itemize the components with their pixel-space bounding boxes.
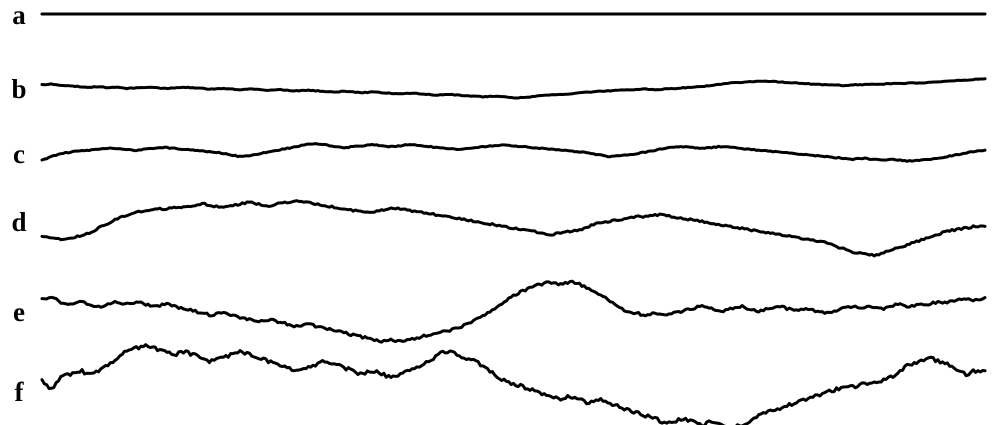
trace-f: [40, 343, 987, 425]
trace-d: [40, 199, 987, 258]
trace-label-d: d: [11, 207, 27, 237]
trace-label-e: e: [13, 297, 25, 327]
trace-label-a: a: [12, 0, 26, 30]
trace-label-b: b: [11, 74, 27, 104]
trace-label-f: f: [14, 377, 24, 407]
trace-c: [40, 142, 987, 163]
trace-label-c: c: [13, 139, 25, 169]
trace-e: [40, 279, 987, 344]
trace-b: [40, 77, 987, 100]
